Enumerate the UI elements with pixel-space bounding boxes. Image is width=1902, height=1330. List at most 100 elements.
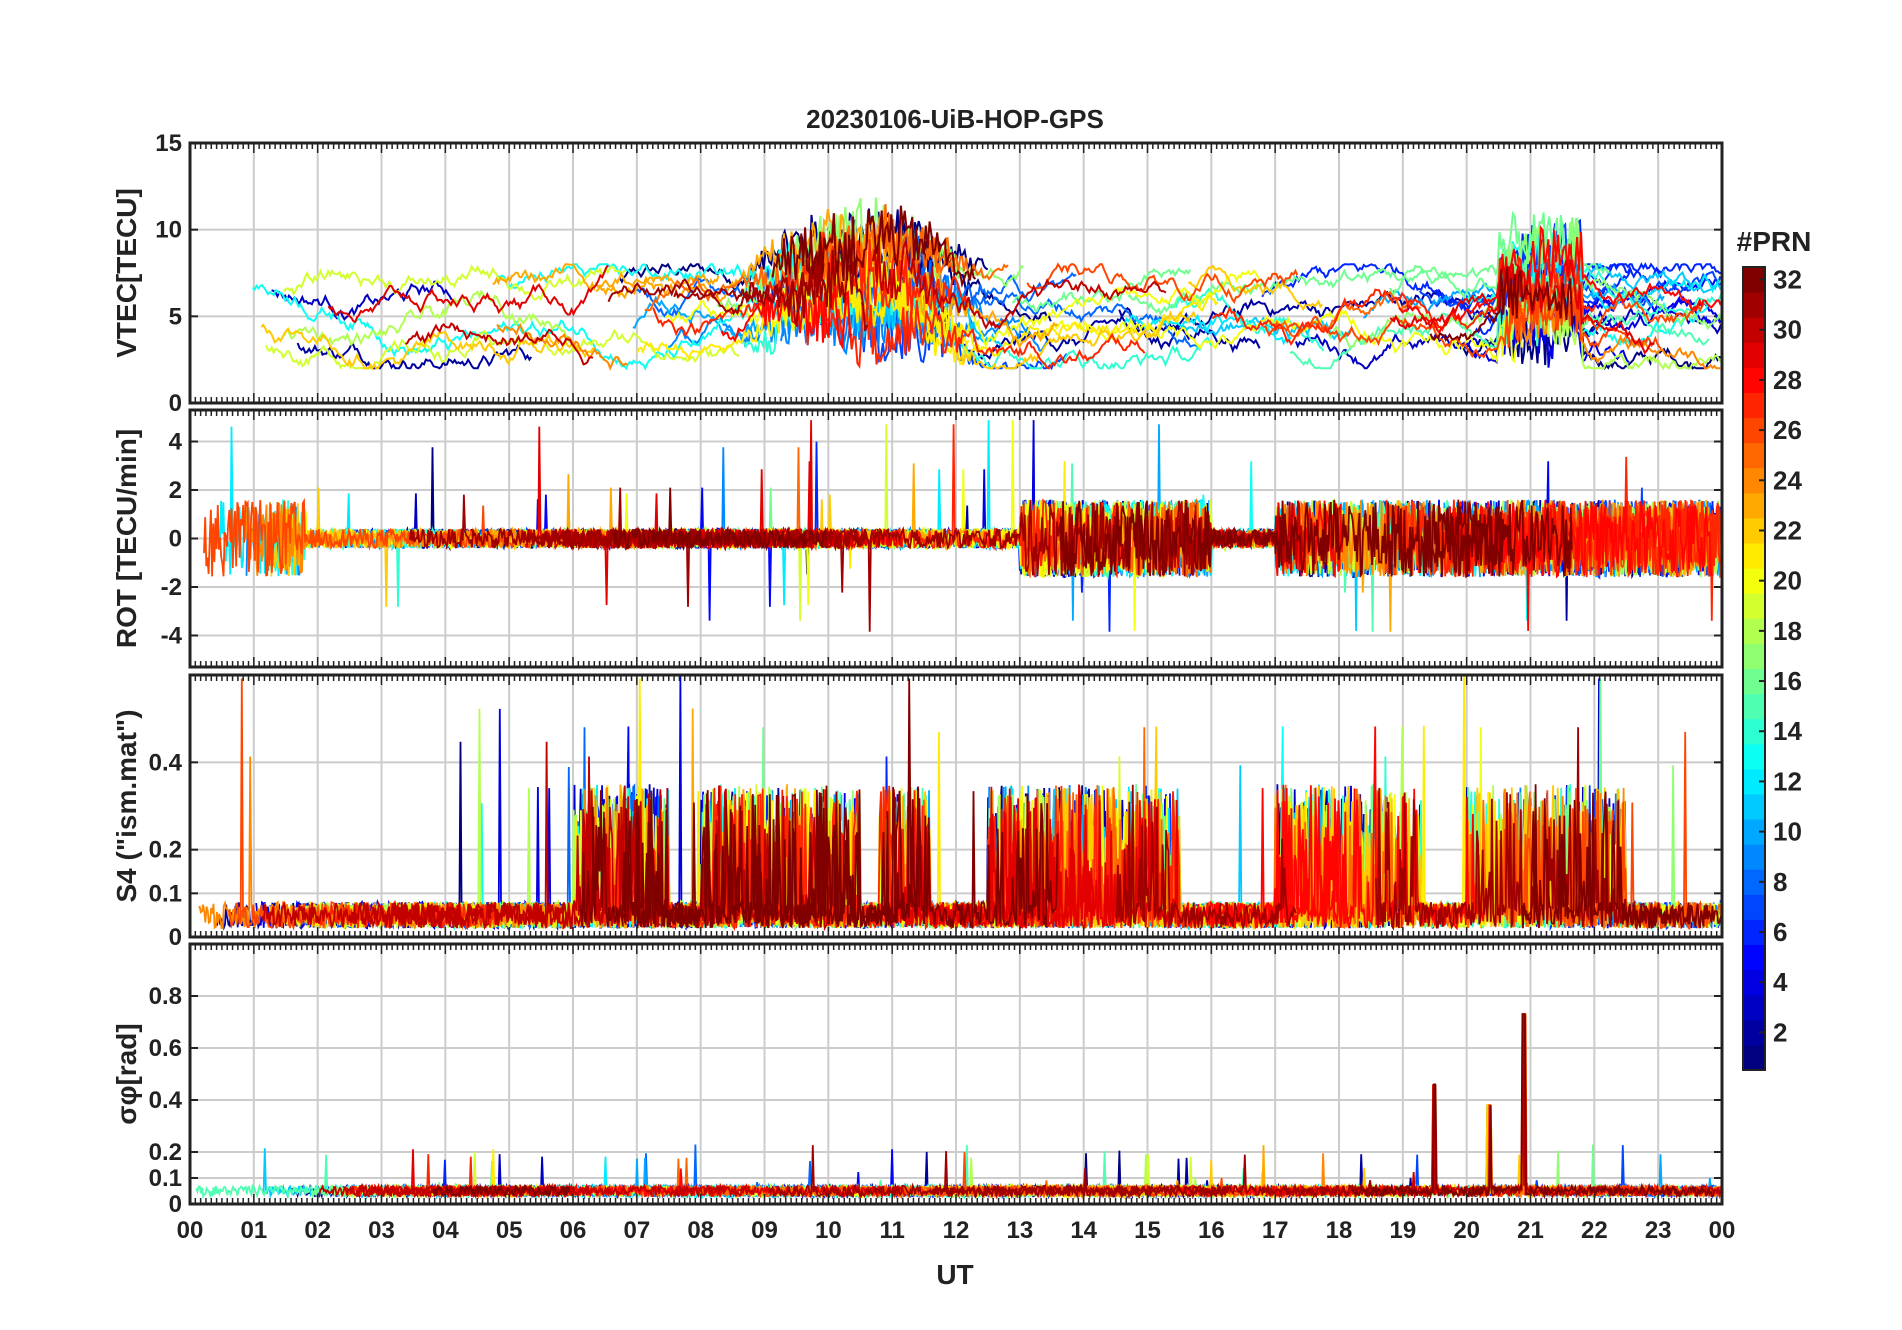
y-tick-label: 0 (169, 924, 182, 951)
x-tick-label: 02 (304, 1217, 331, 1244)
colorbar-swatch (1743, 694, 1765, 720)
colorbar-tick-label: 4 (1773, 967, 1788, 997)
y-tick-label: 0 (169, 1191, 182, 1218)
colorbar-swatch (1743, 643, 1765, 669)
colorbar-tick-label: 26 (1773, 415, 1802, 445)
y-tick-label: 4 (169, 429, 183, 456)
series-group (199, 676, 1722, 928)
colorbar-tick-label: 20 (1773, 566, 1802, 596)
colorbar-tick-label: 32 (1773, 265, 1802, 295)
colorbar-tick-label: 18 (1773, 616, 1802, 646)
y-tick-label: 0.8 (149, 983, 182, 1010)
colorbar-tick-label: 6 (1773, 917, 1787, 947)
series-line-prn-30 (1399, 1014, 1722, 1196)
x-tick-label: 21 (1517, 1217, 1544, 1244)
y-tick-label: -4 (161, 622, 183, 649)
x-tick-label: 08 (687, 1217, 714, 1244)
series-line-prn-24 (1472, 1014, 1721, 1196)
colorbar-swatch (1743, 543, 1765, 569)
series-line-prn-20 (1370, 1014, 1534, 1196)
series-line-prn-8 (1472, 1014, 1721, 1196)
colorbar-swatch (1743, 443, 1765, 469)
panel-2: -4 -2 0 2 4 ROT [TECU/min] (111, 410, 1722, 667)
x-tick-label: 16 (1198, 1217, 1225, 1244)
y-tick-label: 0.4 (149, 1087, 183, 1114)
chart-title: 20230106-UiB-HOP-GPS (806, 104, 1104, 134)
y-tick-label: 0 (169, 526, 182, 553)
colorbar-swatch (1743, 894, 1765, 920)
colorbar-tick-label: 2 (1773, 1017, 1787, 1047)
y-tick-label: 0.6 (149, 1035, 182, 1062)
colorbar-swatch (1743, 493, 1765, 519)
colorbar-tick-label: 10 (1773, 817, 1802, 847)
x-tick-labels: 00 01 02 03 04 05 06 07 08 09 10 11 12 13 14 15 16 17 18 19… (177, 1217, 1736, 1244)
x-tick-label: 06 (560, 1217, 587, 1244)
y-tick-label: -2 (161, 574, 182, 601)
x-tick-label: 07 (623, 1217, 650, 1244)
series-line-prn-24 (1504, 1014, 1721, 1196)
series-group (253, 198, 1722, 369)
panel-4: 00.10.2 0.4 0.6 0.8 σφ[rad] (111, 944, 1722, 1218)
x-tick-label: 00 (1709, 1217, 1736, 1244)
y-tick-label: 0 (169, 390, 182, 417)
colorbar-swatch (1743, 1045, 1765, 1071)
colorbar-tick-label: 24 (1773, 465, 1802, 495)
series-line-prn-26 (1459, 1014, 1721, 1196)
y-tick-label: 5 (169, 303, 182, 330)
y-axis-label: S4 ("ism.mat") (111, 709, 142, 902)
y-tick-label: 0.1 (149, 1165, 182, 1192)
colorbar-swatch (1743, 844, 1765, 870)
y-tick-label: 10 (155, 217, 182, 244)
y-tick-label: 0.1 (149, 880, 182, 907)
y-axis-label: σφ[rad] (111, 1023, 142, 1124)
colorbar-tick-label: 22 (1773, 515, 1802, 545)
x-tick-label: 14 (1070, 1217, 1097, 1244)
series-line-prn-29 (587, 420, 902, 605)
colorbar-tick-label: 30 (1773, 315, 1802, 345)
panel-1: 0 5 10 15 VTEC[TECU] (111, 130, 1722, 417)
colorbar-tick-label: 8 (1773, 867, 1787, 897)
y-tick-label: 0.2 (149, 1139, 182, 1166)
x-tick-label: 04 (432, 1217, 459, 1244)
x-tick-label: 22 (1581, 1217, 1608, 1244)
x-tick-label: 01 (240, 1217, 267, 1244)
y-tick-label: 0.4 (149, 749, 183, 776)
x-tick-label: 20 (1453, 1217, 1480, 1244)
colorbar-swatch (1743, 292, 1765, 318)
x-tick-label: 10 (815, 1217, 842, 1244)
y-tick-label: 2 (169, 477, 182, 504)
series-line-prn-22 (1228, 1014, 1557, 1196)
series-line-prn-7 (1363, 1014, 1722, 1196)
y-axis-label: ROT [TECU/min] (111, 429, 142, 648)
colorbar-swatch (1743, 794, 1765, 820)
x-tick-label: 05 (496, 1217, 523, 1244)
colorbar-tick-label: 12 (1773, 766, 1802, 796)
x-tick-label: 11 (879, 1217, 904, 1244)
colorbar-swatch (1743, 593, 1765, 619)
x-tick-label: 23 (1645, 1217, 1672, 1244)
series-line-prn-2 (986, 1084, 1434, 1196)
x-tick-label: 15 (1134, 1217, 1161, 1244)
colorbar-swatch (1743, 945, 1765, 971)
colorbar-tick-label: 16 (1773, 666, 1802, 696)
x-tick-label: 00 (177, 1217, 204, 1244)
colorbar-label: #PRN (1737, 226, 1812, 257)
x-tick-label: 19 (1389, 1217, 1416, 1244)
series-line-prn-26 (229, 679, 401, 929)
panel-3: 0 0.1 0.2 0.4 S4 ("ism.mat") (111, 675, 1722, 951)
figure: 20230106-UiB-HOP-GPS 051015VTEC[TECU]-4-… (0, 0, 1902, 1330)
y-tick-label: 15 (155, 130, 182, 157)
series-line-prn-6 (1440, 1105, 1722, 1196)
series-group (204, 420, 1722, 632)
colorbar-tick-label: 28 (1773, 365, 1802, 395)
x-axis-label: UT (936, 1259, 973, 1290)
colorbar-swatch (1743, 744, 1765, 770)
y-tick-label: 0.2 (149, 837, 182, 864)
y-axis-label: VTEC[TECU] (111, 188, 142, 358)
x-tick-label: 13 (1006, 1217, 1033, 1244)
colorbar-swatch (1743, 342, 1765, 368)
panels: 051015VTEC[TECU]-4-2024ROT [TECU/min]00.… (111, 130, 1722, 1218)
x-tick-label: 03 (368, 1217, 395, 1244)
colorbar-swatch (1743, 392, 1765, 418)
